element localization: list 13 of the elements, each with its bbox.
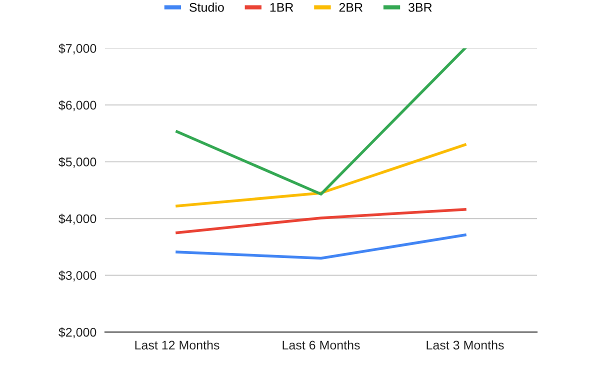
y-tick-label: $6,000 (58, 100, 96, 112)
y-tick-label: $5,000 (58, 157, 96, 168)
legend-label: 3BR (408, 2, 432, 12)
legend-label: 1BR (270, 3, 294, 12)
legend-label: Studio (190, 2, 224, 12)
y-tick-label: $3,000 (58, 270, 96, 282)
y-tick-label: $7,000 (58, 44, 96, 54)
legend-label: 2BR (339, 2, 362, 12)
x-tick-label: Last 6 Months (282, 340, 360, 350)
y-tick-label: $2,000 (58, 327, 96, 338)
y-tick-label: $4,000 (58, 214, 96, 225)
x-tick-label: Last 12 Months (135, 340, 220, 350)
x-tick-label: Last 3 Months (426, 340, 504, 350)
